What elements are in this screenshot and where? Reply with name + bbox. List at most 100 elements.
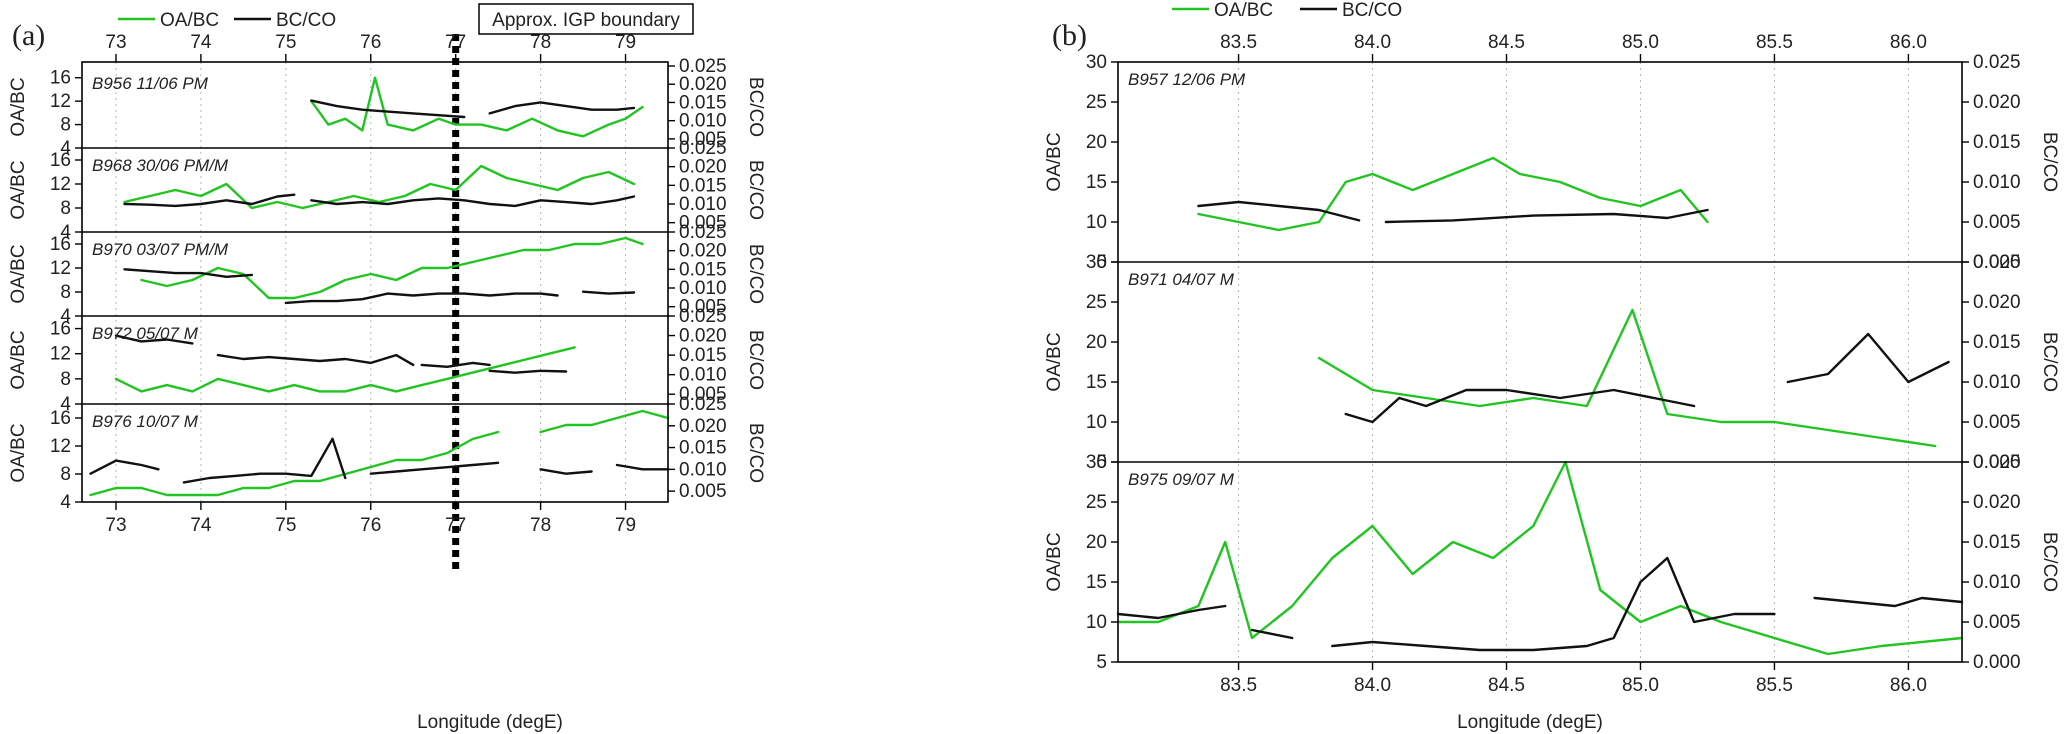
top-axis-tick-label: 83.5 bbox=[1220, 32, 1257, 53]
right-axis-tick-label: 0.015 bbox=[679, 259, 727, 280]
series-bcco-line bbox=[310, 99, 466, 119]
right-axis-tick-label: 0.005 bbox=[1973, 212, 2021, 233]
plot-frame bbox=[81, 61, 669, 503]
series-bcco-line bbox=[310, 195, 636, 208]
series-oabc-line bbox=[539, 409, 670, 434]
left-axis-tick-label: 4 bbox=[60, 306, 71, 327]
series-bcco-line bbox=[369, 461, 500, 475]
x-axis-tick-label: 74 bbox=[190, 515, 212, 536]
series-oabc-line bbox=[114, 346, 576, 393]
series-bcco-line bbox=[1197, 200, 1361, 222]
series-bcco-line bbox=[1116, 604, 1227, 620]
left-axis-tick-label: 8 bbox=[60, 198, 71, 219]
legend-a-oabc-label: OA/BC bbox=[160, 10, 219, 31]
series-bcco-line bbox=[420, 361, 491, 368]
left-axis-tick-label: 12 bbox=[50, 344, 71, 365]
right-axis-title: BC/CO bbox=[745, 244, 766, 304]
x-axis-tick-label: 73 bbox=[105, 515, 126, 536]
left-axis-tick-label: 30 bbox=[1086, 252, 1107, 273]
x-axis-tick-label: 76 bbox=[360, 515, 381, 536]
left-axis-tick-label: 4 bbox=[60, 492, 71, 513]
right-axis-tick-label: 0.010 bbox=[1973, 372, 2021, 393]
top-axis-tick-label: 76 bbox=[360, 32, 381, 53]
series-oabc-line bbox=[89, 430, 500, 497]
x-axis-tick-label: 79 bbox=[615, 515, 636, 536]
left-axis-title: OA/BC bbox=[8, 423, 29, 482]
top-axis-tick-label: 77 bbox=[445, 32, 466, 53]
left-axis-tick-label: 12 bbox=[50, 436, 71, 457]
boundary-box: Approx. IGP boundary bbox=[478, 3, 694, 35]
panel-b-xlabel: Longitude (degE) bbox=[1457, 712, 1603, 733]
right-axis-tick-label: 0.020 bbox=[1973, 92, 2021, 113]
left-axis-tick-label: 16 bbox=[50, 234, 71, 255]
subplot-label: B970 03/07 PM/M bbox=[92, 240, 229, 259]
left-axis-tick-label: 30 bbox=[1086, 52, 1107, 73]
left-axis-tick-label: 15 bbox=[1086, 372, 1107, 393]
plot-frame bbox=[1117, 61, 1963, 663]
right-axis-tick-label: 0.020 bbox=[679, 416, 727, 437]
series-bcco-line bbox=[1344, 388, 1696, 424]
left-axis-tick-label: 15 bbox=[1086, 172, 1107, 193]
left-axis-tick-label: 30 bbox=[1086, 452, 1107, 473]
left-axis-tick-label: 25 bbox=[1086, 92, 1107, 113]
panel-b-label: (b) bbox=[1052, 19, 1087, 52]
right-axis-tick-label: 0.005 bbox=[679, 297, 727, 318]
x-axis-tick-label: 83.5 bbox=[1220, 675, 1257, 696]
right-axis-tick-label: 0.025 bbox=[1973, 452, 2021, 473]
x-axis-tick-label: 84.0 bbox=[1354, 675, 1391, 696]
left-axis-title: OA/BC bbox=[8, 77, 29, 136]
series-bcco-line bbox=[123, 193, 296, 208]
top-axis-tick-label: 85.0 bbox=[1622, 32, 1659, 53]
series-bcco-line bbox=[488, 369, 568, 374]
right-axis-tick-label: 0.020 bbox=[679, 241, 727, 262]
series-bcco-line bbox=[488, 101, 636, 115]
left-axis-title: OA/BC bbox=[1044, 532, 1065, 591]
left-axis-tick-label: 8 bbox=[60, 369, 71, 390]
panel-a-xlabel: Longitude (degE) bbox=[417, 712, 563, 733]
right-axis-tick-label: 0.005 bbox=[679, 213, 727, 234]
series-bcco-line bbox=[1331, 556, 1776, 652]
x-axis-tick-label: 77 bbox=[445, 515, 466, 536]
top-axis-tick-label: 86.0 bbox=[1890, 32, 1927, 53]
left-axis-tick-label: 20 bbox=[1086, 332, 1107, 353]
right-axis-tick-label: 0.005 bbox=[679, 129, 727, 150]
left-axis-tick-label: 4 bbox=[60, 222, 71, 243]
series-bcco-line bbox=[1384, 208, 1709, 224]
top-axis-tick-label: 84.0 bbox=[1354, 32, 1391, 53]
right-axis-title: BC/CO bbox=[2039, 532, 2060, 592]
left-axis-tick-label: 10 bbox=[1086, 612, 1107, 633]
series-bcco-line bbox=[114, 334, 194, 345]
panel-b: 5 10 15 20 25 30 0.000 0.005 0.010 0.015 0.020 0.02… bbox=[1044, 32, 2060, 696]
subplot-label: B972 05/07 M bbox=[92, 324, 199, 343]
series-oabc-line bbox=[1317, 308, 1937, 448]
subplot-label: B968 30/06 PM/M bbox=[92, 156, 229, 175]
right-axis-tick-label: 0.010 bbox=[679, 365, 727, 386]
left-axis-tick-label: 25 bbox=[1086, 492, 1107, 513]
series-bcco-line bbox=[284, 292, 559, 305]
right-axis-tick-label: 0.010 bbox=[679, 194, 727, 215]
legend-b-bcco-label: BC/CO bbox=[1342, 0, 1402, 21]
left-axis-tick-label: 20 bbox=[1086, 132, 1107, 153]
series-bcco-line bbox=[123, 268, 254, 278]
right-axis-tick-label: 0.015 bbox=[679, 92, 727, 113]
series-oabc-line bbox=[1197, 156, 1709, 232]
subplot-2: 5 10 15 20 25 30 0.000 0.005 0.010 0.015 0.020 0.02… bbox=[1044, 252, 2060, 473]
top-axis-tick-label: 84.5 bbox=[1488, 32, 1525, 53]
left-axis-tick-label: 12 bbox=[50, 91, 71, 112]
top-axis-tick-label: 85.5 bbox=[1756, 32, 1793, 53]
right-axis-title: BC/CO bbox=[745, 423, 766, 483]
right-axis-tick-label: 0.025 bbox=[679, 394, 727, 415]
x-axis-tick-label: 84.5 bbox=[1488, 675, 1525, 696]
left-axis-tick-label: 25 bbox=[1086, 292, 1107, 313]
left-axis-tick-label: 10 bbox=[1086, 212, 1107, 233]
right-axis-tick-label: 0.020 bbox=[679, 157, 727, 178]
right-axis-tick-label: 0.025 bbox=[1973, 52, 2021, 73]
legend-b: OA/BC BC/CO bbox=[1172, 0, 1402, 21]
legend-a: OA/BC BC/CO bbox=[118, 10, 336, 31]
right-axis-title: BC/CO bbox=[2039, 132, 2060, 192]
series-bcco-line bbox=[1250, 628, 1294, 640]
